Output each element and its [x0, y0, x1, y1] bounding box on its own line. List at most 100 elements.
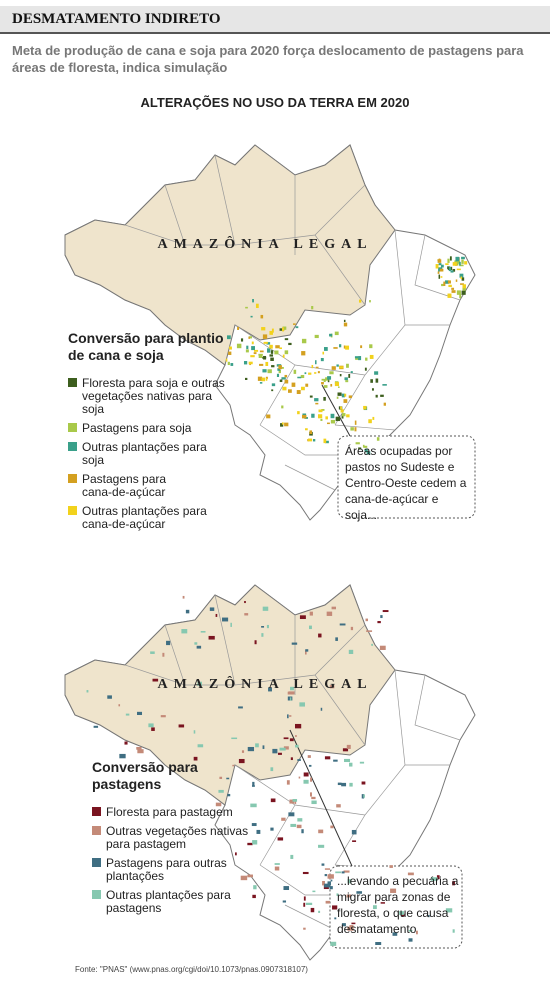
wrapped-text: Pastagens para cana-de-açúcar [82, 472, 166, 499]
source: Fonte: "PNAS" (www.pnas.org/cgi/doi/10.1… [75, 965, 308, 974]
land-use-patch [337, 392, 342, 396]
land-use-patch [340, 409, 344, 413]
land-use-patch [447, 293, 452, 298]
land-use-patch [252, 298, 254, 303]
land-use-patch [209, 607, 215, 611]
land-use-patch [447, 266, 450, 270]
land-use-patch [193, 730, 196, 734]
land-use-patch [437, 271, 440, 274]
land-use-patch [284, 379, 289, 384]
land-use-patch [435, 264, 439, 269]
land-use-patch [352, 840, 357, 842]
land-use-patch [315, 366, 319, 369]
land-use-patch [270, 827, 274, 831]
land-use-patch [93, 725, 99, 728]
land-use-patch [241, 750, 245, 753]
land-use-patch [334, 382, 340, 387]
land-use-patch [380, 902, 385, 904]
land-use-patch [461, 259, 464, 264]
land-use-patch [268, 687, 272, 692]
legend-swatch [68, 442, 77, 451]
land-use-patch [301, 351, 306, 356]
land-use-patch [308, 764, 312, 767]
land-use-patch [305, 650, 307, 655]
land-use-patch [361, 781, 366, 785]
land-use-patch [349, 762, 353, 767]
land-use-patch [436, 875, 440, 880]
land-use-patch [281, 405, 284, 409]
land-use-patch [229, 346, 232, 350]
land-use-patch [369, 344, 373, 349]
land-use-patch [341, 923, 346, 927]
land-use-patch [119, 753, 126, 759]
land-use-patch [461, 290, 466, 295]
land-use-patch [445, 280, 450, 284]
land-use-patch [324, 756, 331, 760]
land-use-patch [392, 932, 398, 936]
land-use-patch [284, 338, 289, 341]
land-use-patch [124, 741, 128, 745]
land-use-patch [270, 350, 274, 354]
land-use-patch [288, 389, 292, 393]
land-use-patch [341, 871, 345, 874]
legend-swatch [68, 378, 77, 387]
land-use-patch [321, 409, 325, 411]
callout-pointer [321, 384, 351, 437]
land-use-patch [269, 354, 274, 357]
land-use-patch [321, 378, 326, 381]
land-use-patch [284, 374, 288, 378]
land-use-patch [185, 609, 190, 614]
land-use-patch [271, 389, 274, 392]
land-use-patch [277, 752, 282, 755]
land-use-patch [371, 388, 374, 391]
land-use-patch [308, 372, 312, 375]
land-use-patch [331, 366, 336, 370]
land-use-patch [365, 357, 368, 361]
land-use-patch [270, 798, 276, 803]
land-use-patch [311, 800, 317, 805]
land-use-patch [461, 256, 465, 260]
land-use-patch [178, 724, 185, 728]
land-use-patch [445, 908, 453, 913]
land-use-patch [250, 803, 257, 808]
land-use-patch [330, 383, 333, 387]
wrapped-text: Pastagens para outras plantações [106, 856, 227, 883]
land-use-patch [230, 363, 234, 366]
land-use-patch [295, 326, 299, 329]
land-use-patch [301, 386, 305, 391]
land-use-patch [279, 379, 283, 383]
land-use-patch [225, 358, 228, 362]
land-use-patch [309, 611, 313, 616]
land-use-patch [297, 818, 303, 822]
land-use-patch [284, 350, 289, 355]
land-use-patch [231, 737, 238, 740]
land-use-patch [452, 269, 456, 272]
land-use-patch [354, 420, 357, 425]
land-use-patch [321, 863, 325, 866]
land-use-patch [200, 631, 206, 633]
land-use-patch [296, 390, 301, 395]
land-use-patch [375, 942, 382, 946]
land-use-patch [275, 345, 280, 349]
land-use-patch [283, 746, 289, 750]
land-use-patch [274, 866, 280, 871]
land-use-patch [382, 610, 389, 613]
land-use-patch [350, 626, 354, 631]
land-use-patch [290, 823, 297, 827]
land-use-patch [301, 338, 307, 344]
land-use-patch [358, 299, 362, 303]
land-use-patch [270, 767, 274, 772]
land-use-patch [377, 621, 381, 624]
wrapped-text: Floresta para pastagem [106, 805, 233, 819]
land-use-patch [305, 383, 309, 387]
land-use-patch [309, 792, 312, 797]
land-use-patch [288, 342, 292, 346]
land-use-patch [455, 256, 460, 262]
land-use-patch [320, 357, 324, 362]
land-use-patch [237, 326, 240, 330]
land-use-patch [261, 377, 266, 382]
land-use-patch [369, 300, 371, 303]
land-use-patch [278, 369, 281, 374]
land-use-patch [282, 327, 284, 332]
land-use-patch [302, 871, 309, 875]
